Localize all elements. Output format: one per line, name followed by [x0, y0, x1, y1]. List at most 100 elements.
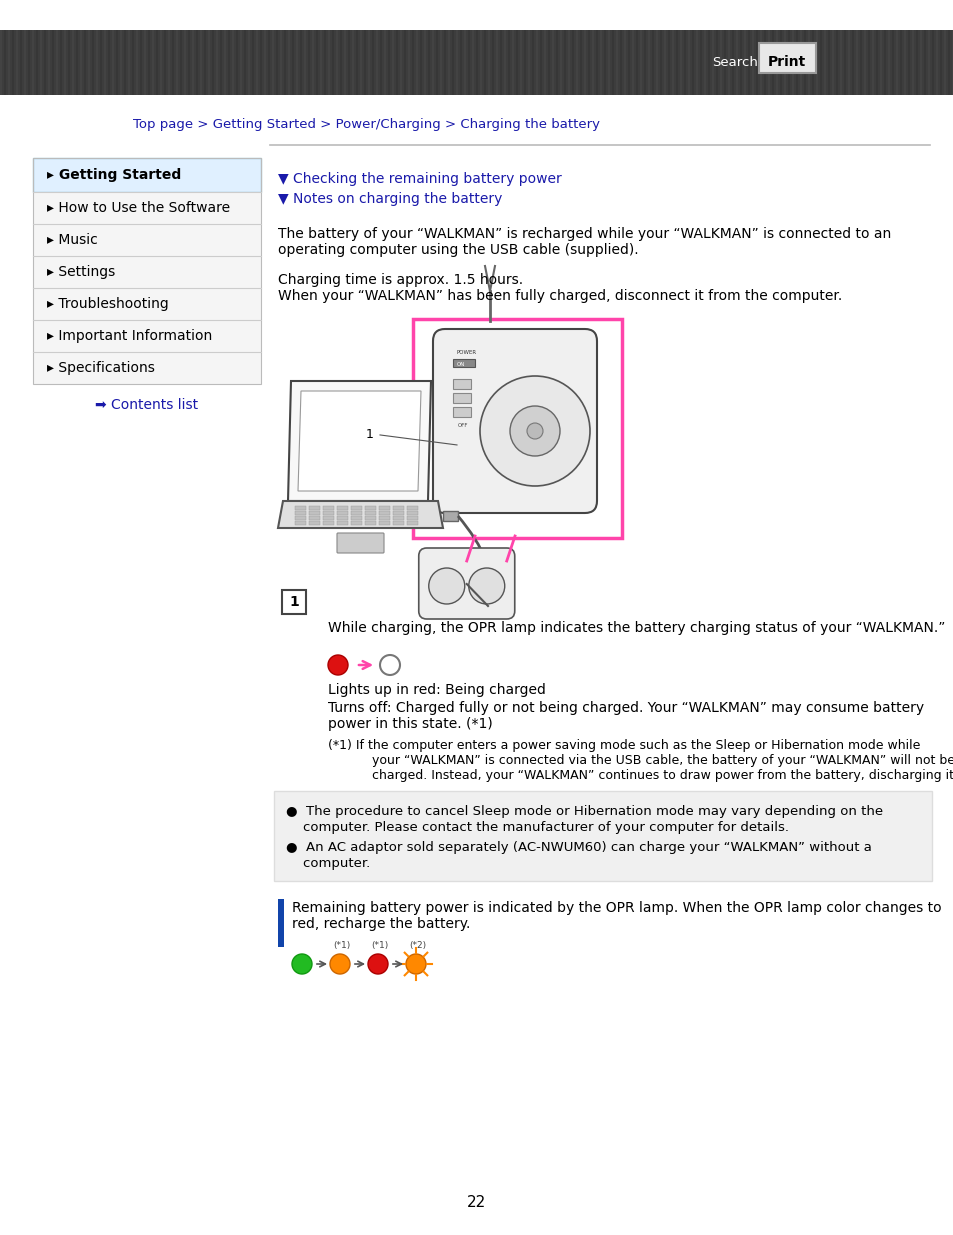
- Bar: [40, 30, 42, 95]
- Text: ▸ Getting Started: ▸ Getting Started: [47, 168, 181, 182]
- Bar: [412, 30, 414, 95]
- Bar: [676, 30, 678, 95]
- Bar: [388, 30, 390, 95]
- Bar: [563, 30, 565, 95]
- Bar: [923, 30, 925, 95]
- Bar: [351, 506, 361, 510]
- Bar: [931, 30, 933, 95]
- Bar: [867, 30, 869, 95]
- Bar: [91, 30, 94, 95]
- FancyBboxPatch shape: [759, 43, 815, 73]
- Text: 1: 1: [366, 429, 374, 441]
- Bar: [294, 521, 306, 525]
- Bar: [175, 30, 178, 95]
- Bar: [36, 30, 38, 95]
- Bar: [823, 30, 825, 95]
- Bar: [407, 511, 417, 515]
- Bar: [108, 30, 110, 95]
- Bar: [112, 30, 113, 95]
- Bar: [795, 30, 797, 95]
- Bar: [355, 30, 357, 95]
- Bar: [408, 30, 410, 95]
- Bar: [453, 379, 471, 389]
- Bar: [328, 30, 330, 95]
- Circle shape: [510, 406, 559, 456]
- Text: (*1) If the computer enters a power saving mode such as the Sleep or Hibernation: (*1) If the computer enters a power savi…: [328, 739, 920, 752]
- Bar: [304, 30, 306, 95]
- Bar: [496, 30, 497, 95]
- Bar: [336, 521, 348, 525]
- Bar: [264, 30, 266, 95]
- Bar: [372, 30, 374, 95]
- Bar: [488, 30, 490, 95]
- Bar: [552, 30, 554, 95]
- Bar: [120, 30, 122, 95]
- FancyBboxPatch shape: [33, 158, 261, 191]
- Bar: [463, 30, 465, 95]
- Text: ●  The procedure to cancel Sleep mode or Hibernation mode may vary depending on : ● The procedure to cancel Sleep mode or …: [286, 805, 882, 818]
- Bar: [820, 30, 821, 95]
- Bar: [783, 30, 785, 95]
- Bar: [863, 30, 865, 95]
- Bar: [523, 30, 525, 95]
- Circle shape: [468, 568, 504, 604]
- Bar: [831, 30, 833, 95]
- Bar: [392, 30, 394, 95]
- Bar: [224, 30, 226, 95]
- Bar: [503, 30, 505, 95]
- Bar: [332, 30, 334, 95]
- Bar: [399, 30, 401, 95]
- Bar: [33, 256, 261, 288]
- Bar: [731, 30, 733, 95]
- Bar: [336, 516, 348, 520]
- FancyBboxPatch shape: [282, 590, 306, 614]
- Bar: [33, 352, 261, 384]
- Text: (*2): (*2): [409, 941, 426, 950]
- Text: ●  An AC adaptor sold separately (AC-NWUM60) can charge your “WALKMAN” without a: ● An AC adaptor sold separately (AC-NWUM…: [286, 841, 871, 853]
- Bar: [543, 30, 545, 95]
- Bar: [344, 30, 346, 95]
- Bar: [619, 30, 621, 95]
- Polygon shape: [288, 382, 431, 501]
- Bar: [352, 30, 354, 95]
- Bar: [647, 30, 649, 95]
- Bar: [800, 30, 801, 95]
- Bar: [679, 30, 681, 95]
- Bar: [556, 30, 558, 95]
- Bar: [583, 30, 585, 95]
- Bar: [96, 30, 98, 95]
- Bar: [268, 30, 270, 95]
- Text: power in this state. (*1): power in this state. (*1): [328, 718, 493, 731]
- Bar: [423, 30, 426, 95]
- Bar: [323, 516, 334, 520]
- Bar: [452, 30, 454, 95]
- Bar: [33, 224, 261, 256]
- Bar: [407, 506, 417, 510]
- Bar: [815, 30, 817, 95]
- Bar: [128, 30, 130, 95]
- Bar: [24, 30, 26, 95]
- Circle shape: [406, 953, 426, 974]
- Bar: [539, 30, 541, 95]
- Bar: [442, 511, 457, 521]
- Text: ▸ Specifications: ▸ Specifications: [47, 361, 154, 375]
- Bar: [780, 30, 781, 95]
- Bar: [378, 516, 390, 520]
- Bar: [140, 30, 142, 95]
- Bar: [479, 30, 481, 95]
- Bar: [132, 30, 133, 95]
- Bar: [891, 30, 893, 95]
- Bar: [903, 30, 905, 95]
- Text: 22: 22: [467, 1195, 486, 1210]
- Bar: [875, 30, 877, 95]
- Circle shape: [330, 953, 350, 974]
- Bar: [64, 30, 66, 95]
- Bar: [711, 30, 713, 95]
- Bar: [312, 30, 314, 95]
- Bar: [419, 30, 421, 95]
- Bar: [703, 30, 705, 95]
- Bar: [309, 511, 319, 515]
- Bar: [208, 30, 210, 95]
- Bar: [188, 30, 190, 95]
- Bar: [935, 30, 937, 95]
